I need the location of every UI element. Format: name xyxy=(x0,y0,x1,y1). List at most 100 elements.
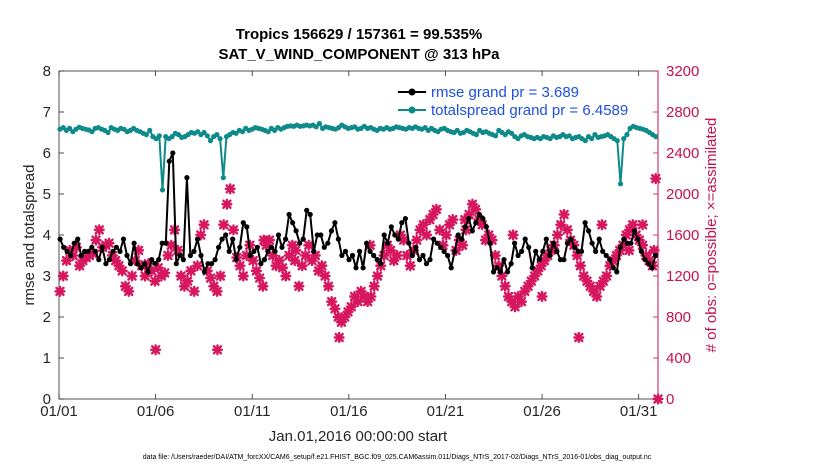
rmse-point xyxy=(99,244,105,250)
rmse-point xyxy=(452,248,458,254)
y-axis-label: rmse and totalspread xyxy=(21,165,38,306)
rmse-point xyxy=(550,240,557,246)
rmse-point xyxy=(483,224,489,230)
obs-point xyxy=(507,229,519,241)
rmse-point xyxy=(170,150,176,156)
rmse-point xyxy=(290,220,296,226)
rmse-point xyxy=(395,236,401,242)
data-file-footer: data file: /Users/raeder/DAI/ATM_forcXX/… xyxy=(143,454,652,461)
x-tick-label: 01/01 xyxy=(40,403,78,420)
rmse-point xyxy=(57,236,63,242)
rmse-point xyxy=(272,248,278,254)
rmse-point xyxy=(71,240,77,246)
rmse-point xyxy=(593,248,599,254)
rmse-point xyxy=(469,228,475,234)
spread-point xyxy=(589,136,595,142)
spread-point xyxy=(89,129,95,135)
obs-point xyxy=(515,296,528,308)
rmse-point xyxy=(543,236,549,242)
obs-point xyxy=(221,198,233,210)
spread-point xyxy=(169,134,175,140)
rmse-point xyxy=(409,252,415,259)
rmse-point xyxy=(438,244,444,250)
rmse-point xyxy=(138,265,144,271)
obs-point xyxy=(398,234,410,246)
rmse-point xyxy=(547,252,553,259)
obs-point xyxy=(257,280,269,292)
obs-point xyxy=(411,234,423,246)
rmse-point xyxy=(494,265,500,271)
rmse-point xyxy=(624,240,630,246)
spread-point xyxy=(473,132,479,138)
y-tick-label: 0 xyxy=(43,391,51,408)
rmse-point xyxy=(508,261,514,267)
spread-point xyxy=(509,130,515,136)
rmse-point xyxy=(321,244,327,250)
spread-point xyxy=(217,136,223,142)
rmse-point xyxy=(533,248,539,254)
obs-point xyxy=(368,280,380,292)
obs-point xyxy=(234,260,246,272)
spread-point xyxy=(220,175,226,181)
x-axis: 01/01 01/06 01/11 01/16 01/21 01/26 01/31 xyxy=(40,71,657,420)
y2-tick-label: 1600 xyxy=(666,227,699,244)
rmse-point xyxy=(64,248,70,254)
rmse-point xyxy=(117,248,123,254)
rmse-point xyxy=(201,269,208,275)
rmse-point xyxy=(561,257,567,263)
rmse-point xyxy=(455,232,461,238)
obs-point xyxy=(319,270,331,282)
obs-point xyxy=(198,219,210,231)
rmse-point xyxy=(124,252,130,259)
rmse-point xyxy=(254,244,260,250)
spread-point xyxy=(582,138,588,144)
x-tick-label: 01/06 xyxy=(137,403,175,420)
obs-point xyxy=(365,290,377,303)
obs-point xyxy=(139,270,151,282)
rmse-point xyxy=(600,248,606,254)
obs-point xyxy=(652,393,664,405)
rmse-point xyxy=(638,248,645,254)
x-tick-label: 01/21 xyxy=(427,403,465,420)
obs-point xyxy=(126,270,138,282)
obs-point xyxy=(224,183,236,195)
rmse-point xyxy=(258,261,264,267)
rmse-point xyxy=(522,236,528,242)
rmse-point xyxy=(487,240,493,246)
obs-point xyxy=(322,280,334,292)
obs-point xyxy=(290,244,302,256)
rmse-point xyxy=(388,224,394,230)
rmse-point xyxy=(367,248,373,254)
obs-point xyxy=(214,270,226,282)
obs-point xyxy=(404,260,416,272)
rmse-point xyxy=(335,236,341,242)
obs-point xyxy=(573,331,585,344)
rmse-point xyxy=(145,269,151,275)
rmse-point xyxy=(614,269,620,275)
rmse-point xyxy=(519,248,525,254)
rmse-point xyxy=(184,175,190,181)
spread-point xyxy=(156,133,162,139)
rmse-point xyxy=(187,252,193,259)
obs-point xyxy=(93,224,105,236)
obs-point xyxy=(90,234,102,246)
rmse-point xyxy=(596,236,602,242)
y2-tick-label: 3200 xyxy=(666,63,699,80)
obs-point xyxy=(329,303,341,315)
rmse-point xyxy=(149,257,155,263)
rmse-point xyxy=(589,240,595,246)
rmse-point xyxy=(89,244,95,250)
rmse-point xyxy=(564,240,571,246)
rmse-point xyxy=(416,257,423,263)
rmse-point xyxy=(275,232,282,238)
obs-point xyxy=(204,272,217,284)
obs-point xyxy=(371,270,384,282)
obs-point xyxy=(185,265,197,277)
rmse-point xyxy=(621,236,627,242)
rmse-point xyxy=(209,261,215,267)
chart-title: Tropics 156629 / 157361 = 99.535% xyxy=(236,26,482,43)
rmse-point xyxy=(75,236,81,242)
rmse-point xyxy=(441,248,447,254)
obs-point xyxy=(601,270,613,282)
obs-point xyxy=(591,290,603,303)
